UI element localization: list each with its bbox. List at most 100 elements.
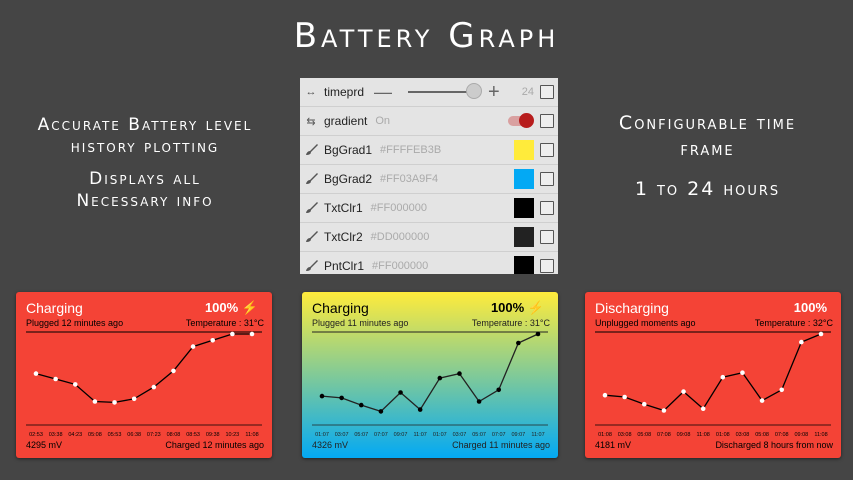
color-swatch[interactable] xyxy=(514,227,534,247)
plugged-text: Unplugged moments ago xyxy=(595,318,696,328)
data-point xyxy=(799,339,804,345)
brush-icon xyxy=(300,200,322,217)
data-point xyxy=(92,399,98,404)
x-tick-label: 03:07 xyxy=(335,432,349,438)
data-point xyxy=(602,392,608,398)
battery-chart: 01:07 03:07 05:07 07:07 09:07 11:07 01:07 03:07… xyxy=(312,331,548,438)
setting-row-gradient[interactable]: ⇆ gradient On xyxy=(300,107,558,136)
setting-row-BgGrad2[interactable]: BgGrad2 #FF03A9F4 xyxy=(300,165,558,194)
data-point xyxy=(249,331,255,337)
x-tick-label: 01:07 xyxy=(433,432,447,438)
battery-card: 01:08 03:08 05:08 07:08 09:08 11:08 01:08 03:08… xyxy=(585,292,841,458)
slider-thumb[interactable] xyxy=(466,83,482,99)
left-blurb: Accurate Battery level history plotting … xyxy=(20,114,270,212)
setting-checkbox[interactable] xyxy=(540,230,554,244)
settings-panel: ↔ timeprd — + 24 ⇆ gradient On BgGrad1 #FFFF… xyxy=(300,78,558,274)
x-tick-label: 09:07 xyxy=(394,432,408,438)
data-point xyxy=(457,371,462,376)
setting-value: #DD000000 xyxy=(370,231,430,243)
setting-checkbox[interactable] xyxy=(540,114,554,128)
blurb-line: 1 to 24 hours xyxy=(634,178,781,200)
x-tick-label: 07:23 xyxy=(147,432,161,438)
setting-value: On xyxy=(375,115,391,127)
x-tick-label: 09:07 xyxy=(511,432,525,438)
brush-icon xyxy=(300,258,322,275)
setting-row-TxtClr1[interactable]: TxtClr1 #FF000000 xyxy=(300,194,558,223)
color-swatch[interactable] xyxy=(514,256,534,274)
x-tick-label: 05:08 xyxy=(637,432,651,438)
blurb-line: frame xyxy=(680,138,735,160)
brush-icon xyxy=(300,171,322,188)
setting-checkbox[interactable] xyxy=(540,143,554,157)
voltage-text: 4295 mV xyxy=(26,440,63,450)
setting-name: TxtClr1 xyxy=(324,201,363,215)
arrows-horizontal-icon: ↔ xyxy=(305,86,317,98)
minus-button[interactable]: — xyxy=(374,81,392,102)
gradient-toggle[interactable] xyxy=(508,113,534,128)
blurb-line: Displays all xyxy=(89,169,201,189)
x-tick-label: 07:08 xyxy=(657,432,671,438)
data-point xyxy=(131,396,137,402)
setting-row-BgGrad1[interactable]: BgGrad1 #FFFFEB3B xyxy=(300,136,558,165)
timeprd-slider[interactable] xyxy=(408,91,474,93)
lightning-icon: ⚡ xyxy=(527,300,544,315)
setting-name: gradient xyxy=(324,114,368,128)
x-tick-label: 09:08 xyxy=(794,432,808,438)
setting-value: #FFFFEB3B xyxy=(380,144,442,156)
right-blurb: Configurable time frame 1 to 24 hours xyxy=(585,110,830,202)
setting-name: TxtClr2 xyxy=(324,230,363,244)
color-swatch[interactable] xyxy=(514,198,534,218)
plugged-text: Plugged 11 minutes ago xyxy=(312,318,409,328)
setting-checkbox[interactable] xyxy=(540,259,554,273)
brush-icon xyxy=(300,142,322,159)
x-tick-label: 05:07 xyxy=(354,432,368,438)
data-point xyxy=(535,331,541,337)
data-point xyxy=(171,368,176,374)
x-tick-label: 01:08 xyxy=(598,432,612,438)
data-point xyxy=(53,376,58,382)
setting-row-timeprd[interactable]: ↔ timeprd — + 24 xyxy=(300,78,558,107)
temperature-text: Temperature : 31°C xyxy=(185,318,264,328)
setting-row-PntClr1[interactable]: PntClr1 #FF000000 xyxy=(300,252,558,274)
x-tick-label: 01:07 xyxy=(315,432,329,438)
color-swatch[interactable] xyxy=(514,169,534,189)
setting-checkbox[interactable] xyxy=(540,201,554,215)
data-point xyxy=(417,407,423,412)
blurb-line: Configurable time xyxy=(618,112,797,134)
x-tick-label: 03:38 xyxy=(49,432,63,438)
x-tick-label: 03:08 xyxy=(618,432,632,438)
lightning-icon: ⚡ xyxy=(241,300,258,315)
data-point xyxy=(230,331,235,337)
voltage-text: 4181 mV xyxy=(595,440,632,450)
x-tick-label: 07:08 xyxy=(775,432,789,438)
battery-chart: 02:53 03:38 04:23 05:08 05:53 06:38 07:23 08:08… xyxy=(26,331,262,438)
blurb-line: history plotting xyxy=(70,137,220,157)
percent-value: 100% xyxy=(490,300,525,315)
data-point xyxy=(72,382,78,387)
temperature-text: Temperature : 31°C xyxy=(471,318,550,328)
setting-value: #FF000000 xyxy=(370,202,427,214)
status-label: Discharging xyxy=(595,300,669,316)
data-point xyxy=(720,374,726,380)
x-tick-label: 02:53 xyxy=(29,432,43,438)
setting-row-TxtClr2[interactable]: TxtClr2 #DD000000 xyxy=(300,223,558,252)
voltage-text: 4326 mV xyxy=(312,440,349,450)
data-point xyxy=(476,399,482,404)
color-swatch[interactable] xyxy=(514,140,534,160)
data-point xyxy=(641,401,647,407)
percent-value: 100% xyxy=(204,300,239,315)
x-tick-label: 11:08 xyxy=(697,432,710,438)
setting-checkbox[interactable] xyxy=(540,85,554,99)
data-point xyxy=(437,375,443,381)
plus-button[interactable]: + xyxy=(488,80,500,103)
setting-name: PntClr1 xyxy=(324,259,365,273)
setting-value: #FF03A9F4 xyxy=(380,173,439,185)
data-point xyxy=(112,400,117,405)
setting-name: BgGrad1 xyxy=(324,143,373,157)
x-tick-label: 11:08 xyxy=(814,432,827,438)
setting-checkbox[interactable] xyxy=(540,172,554,186)
x-tick-label: 04:23 xyxy=(68,432,82,438)
data-point xyxy=(378,409,384,414)
swap-icon: ⇆ xyxy=(306,115,316,128)
x-tick-label: 06:38 xyxy=(127,432,141,438)
